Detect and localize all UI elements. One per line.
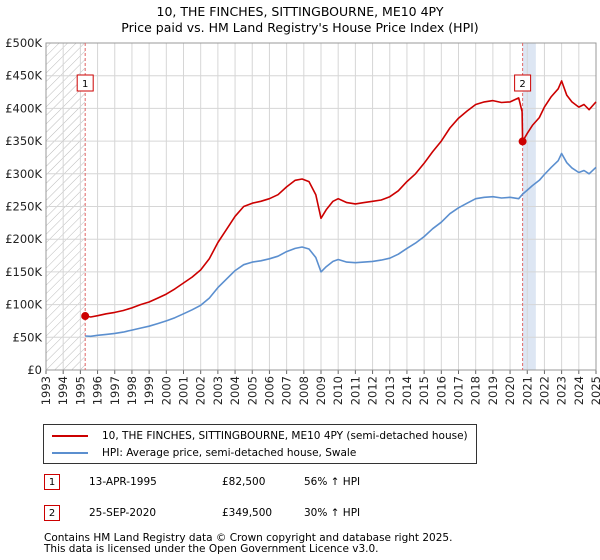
y-tick-label: £300K xyxy=(5,167,42,181)
x-tick-label: 1993 xyxy=(39,376,53,405)
price-chart: £0 £50K £100K £150K £200K £250K £300K £350K £400… xyxy=(5,36,600,405)
x-tick-label: 2025 xyxy=(589,376,600,405)
y-tick-label: £500K xyxy=(5,36,42,50)
x-tick-label: 2015 xyxy=(417,376,431,405)
property-price-line xyxy=(85,80,597,318)
x-tick-label: 1995 xyxy=(73,376,87,405)
x-tick-label: 1997 xyxy=(108,376,122,405)
x-tick-label: 2010 xyxy=(331,376,345,405)
x-tick-label: 2021 xyxy=(520,376,534,405)
x-tick-label: 1999 xyxy=(142,376,156,405)
annotation-label-1: 1 xyxy=(82,79,88,90)
legend: 10, THE FINCHES, SITTINGBOURNE, ME10 4PY… xyxy=(43,424,477,464)
x-tick-label: 2014 xyxy=(400,376,414,405)
x-tick-label: 2019 xyxy=(486,376,500,405)
y-tick-label: £200K xyxy=(5,232,42,246)
sale-point-2 xyxy=(518,137,527,146)
x-tick-label: 2020 xyxy=(503,376,517,405)
legend-label-property: 10, THE FINCHES, SITTINGBOURNE, ME10 4PY… xyxy=(102,430,468,442)
y-tick-label: £350K xyxy=(5,134,42,148)
y-tick-label: £450K xyxy=(5,69,42,83)
x-tick-label: 2011 xyxy=(348,376,362,405)
legend-label-hpi: HPI: Average price, semi-detached house,… xyxy=(102,447,357,459)
sale-marker-badge: 2 xyxy=(44,505,60,521)
x-tick-label: 2023 xyxy=(555,376,569,405)
hpi-line xyxy=(85,152,597,338)
x-tick-label: 2004 xyxy=(228,376,242,405)
x-tick-label: 2003 xyxy=(211,376,225,405)
footer-licence: This data is licensed under the Open Gov… xyxy=(44,543,379,555)
sale-date: 13-APR-1995 xyxy=(89,476,157,488)
footer-copyright: Contains HM Land Registry data © Crown c… xyxy=(44,532,453,544)
y-tick-label: £400K xyxy=(5,101,42,115)
x-tick-label: 2017 xyxy=(452,376,466,405)
x-tick-label: 2007 xyxy=(280,376,294,405)
y-tick-label: £0 xyxy=(27,363,42,377)
x-tick-label: 2012 xyxy=(366,376,380,405)
sale-price: £82,500 xyxy=(222,476,266,488)
sale-hpi-change: 30% ↑ HPI xyxy=(304,507,361,519)
y-tick-label: £100K xyxy=(5,298,42,312)
x-tick-label: 2016 xyxy=(434,376,448,405)
x-tick-label: 2006 xyxy=(262,376,276,405)
x-tick-label: 1998 xyxy=(125,376,139,405)
x-tick-label: 2008 xyxy=(297,376,311,405)
y-tick-label: £250K xyxy=(5,200,42,214)
annotation-label-2: 2 xyxy=(519,79,525,90)
x-tick-label: 2005 xyxy=(245,376,259,405)
sale-price: £349,500 xyxy=(222,507,273,519)
legend-swatch-property xyxy=(52,435,88,437)
y-tick-label: £150K xyxy=(5,265,42,279)
x-tick-label: 2022 xyxy=(537,376,551,405)
chart-subtitle: Price paid vs. HM Land Registry's House … xyxy=(121,20,479,35)
chart-title: 10, THE FINCHES, SITTINGBOURNE, ME10 4PY xyxy=(156,4,444,19)
sale-marker-badge: 1 xyxy=(44,474,60,490)
x-tick-label: 2024 xyxy=(572,376,586,405)
x-tick-label: 1994 xyxy=(56,376,70,405)
legend-entry-property: 10, THE FINCHES, SITTINGBOURNE, ME10 4PY… xyxy=(52,428,468,444)
sale-date: 25-SEP-2020 xyxy=(89,507,157,519)
x-tick-label: 1996 xyxy=(91,376,105,405)
legend-swatch-hpi xyxy=(52,452,88,454)
x-tick-label: 2009 xyxy=(314,376,328,405)
sale-point-1 xyxy=(81,312,90,321)
x-tick-label: 2001 xyxy=(177,376,191,405)
x-tick-label: 2000 xyxy=(159,376,173,405)
annotation-box-2 xyxy=(514,74,532,92)
annotation-box-1 xyxy=(76,74,94,92)
plot-frame xyxy=(45,42,597,371)
x-tick-label: 2018 xyxy=(469,376,483,405)
legend-entry-hpi: HPI: Average price, semi-detached house,… xyxy=(52,445,356,461)
x-tick-label: 2013 xyxy=(383,376,397,405)
x-tick-label: 2002 xyxy=(194,376,208,405)
sale-hpi-change: 56% ↑ HPI xyxy=(304,476,361,488)
y-tick-label: £50K xyxy=(13,330,43,344)
